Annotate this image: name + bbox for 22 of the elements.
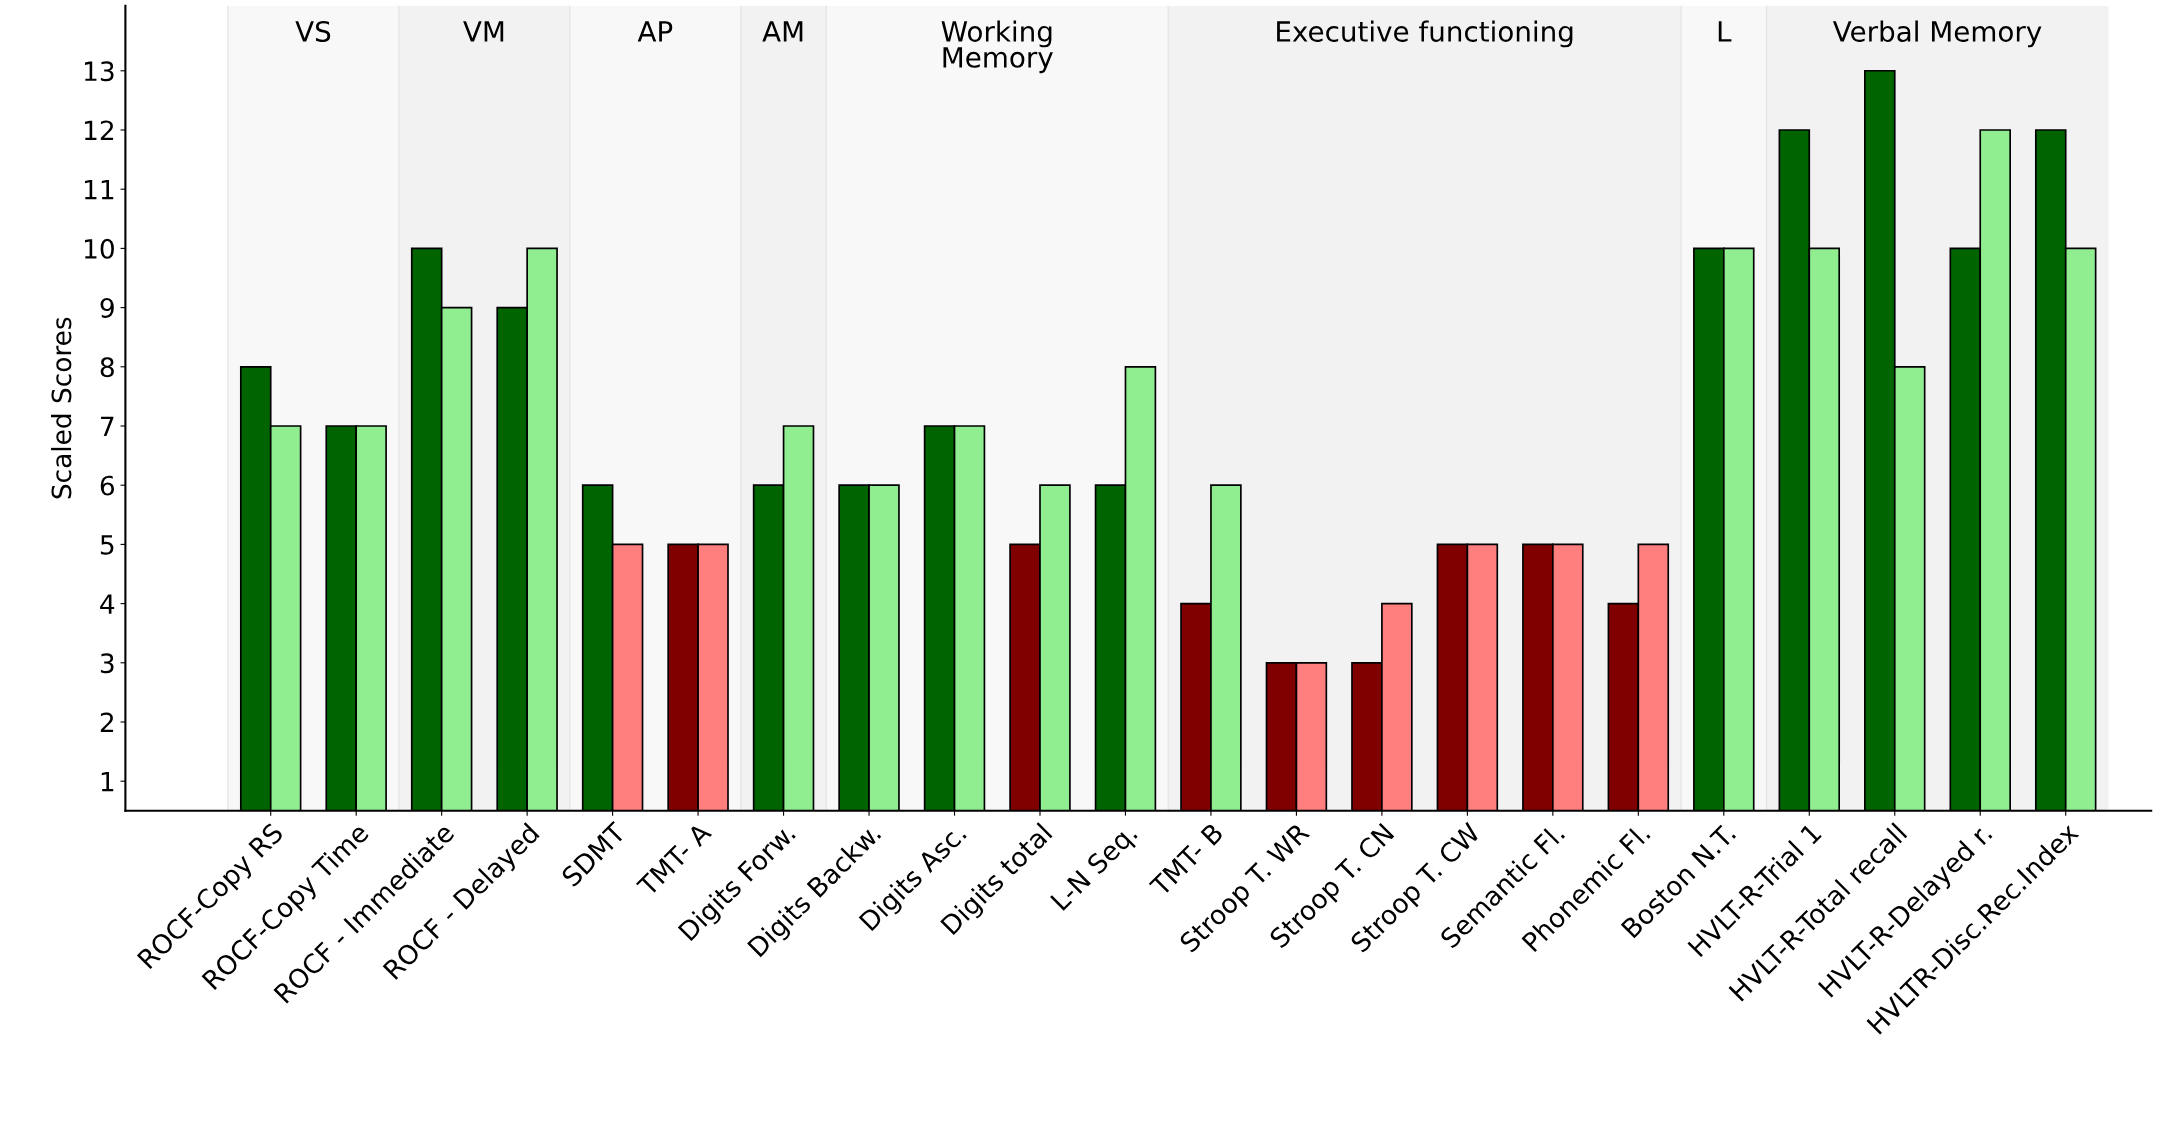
y-tick-label: 8 xyxy=(100,357,114,378)
y-tick-label: 1 xyxy=(101,772,114,792)
band-label: Working Memory xyxy=(941,20,1053,74)
y-tick-label: 10 xyxy=(84,238,114,259)
band-label: AM xyxy=(762,21,803,42)
y-tick-label: 11 xyxy=(84,179,114,200)
y-tick-label: 6 xyxy=(100,475,115,496)
y-tick-label: 2 xyxy=(100,712,114,733)
band-label: Executive functioning xyxy=(1277,20,1573,48)
y-tick-label: 7 xyxy=(101,416,114,437)
y-tick-label: 3 xyxy=(100,653,114,674)
band-label: AP xyxy=(637,21,673,42)
band-label: Verbal Memory xyxy=(1832,20,2042,48)
band-label: L xyxy=(1718,21,1732,42)
band-label: VS xyxy=(295,20,331,42)
band-label: VM xyxy=(463,21,504,42)
y-tick-label: 5 xyxy=(100,535,114,555)
y-axis-title: Scaled Scores xyxy=(51,317,72,499)
y-tick-label: 13 xyxy=(84,61,114,82)
y-tick-label: 4 xyxy=(100,594,115,614)
y-tick-label: 12 xyxy=(84,120,114,141)
y-tick-label: 9 xyxy=(100,298,114,318)
